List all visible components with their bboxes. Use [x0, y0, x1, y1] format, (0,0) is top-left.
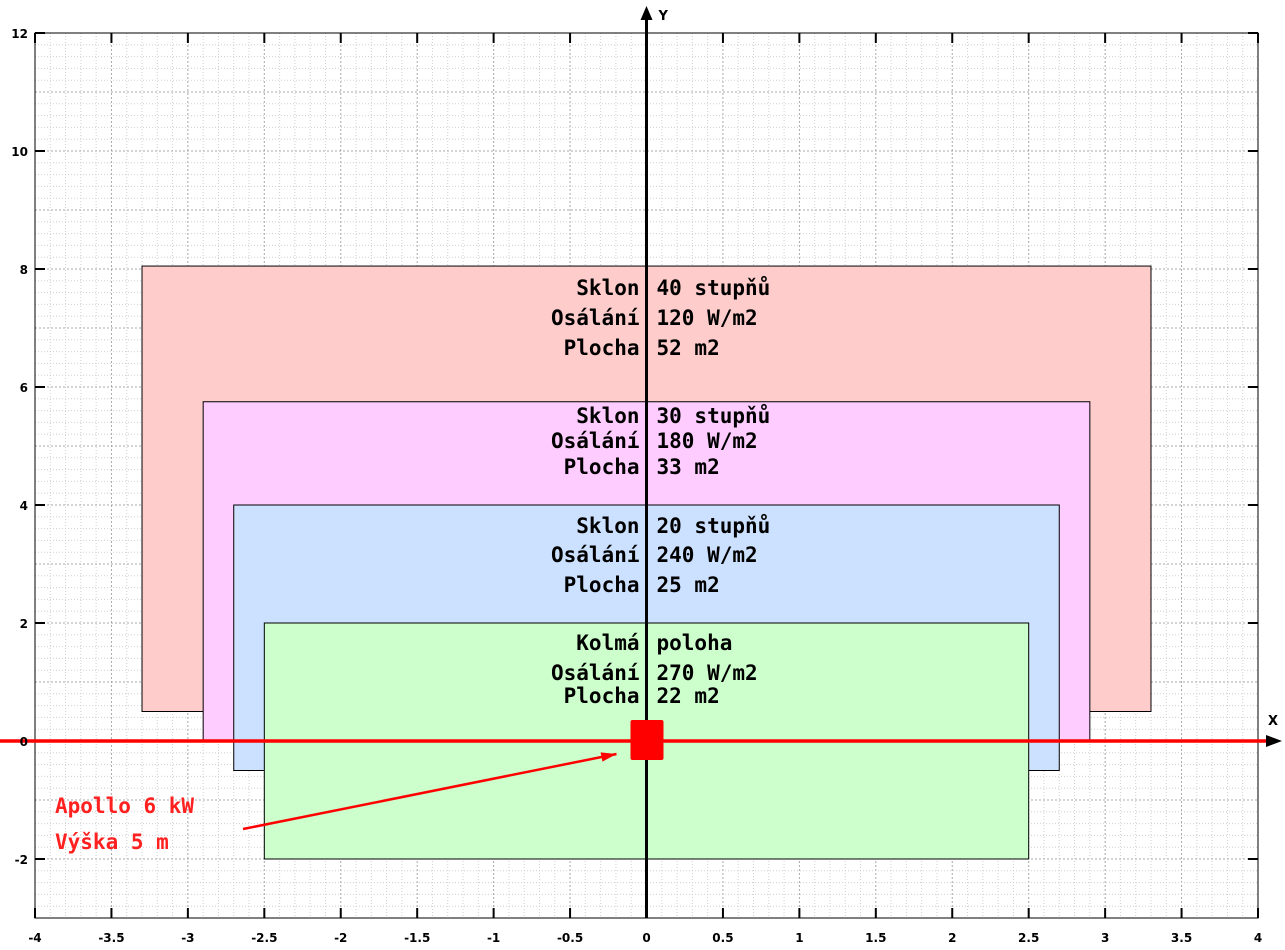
x-tick-label: -2.5 [251, 931, 277, 945]
x-tick-label: -3.5 [98, 931, 124, 945]
region-label-right: 25 m2 [657, 573, 720, 597]
y-tick-label: 12 [11, 27, 28, 41]
heater-label-height: Výška 5 m [55, 830, 169, 854]
region-label-right: 52 m2 [657, 336, 720, 360]
region-label-left: Kolmá [576, 631, 639, 655]
region-label-left: Osálání [551, 661, 640, 685]
x-tick-label: 2.5 [1018, 931, 1039, 945]
heater-marker [630, 720, 664, 760]
x-tick-label: -1.5 [404, 931, 430, 945]
region-label-right: 240 W/m2 [657, 543, 758, 567]
region-label-right: 120 W/m2 [657, 306, 758, 330]
x-tick-label: 1 [795, 931, 803, 945]
region-label-right: 22 m2 [657, 684, 720, 708]
y-tick-label: 0 [20, 735, 28, 749]
y-tick-label: -2 [15, 853, 28, 867]
region-label-left: Plocha [564, 336, 640, 360]
region-label-left: Plocha [564, 684, 640, 708]
region-label-left: Sklon [576, 404, 639, 428]
x-tick-label: 2 [948, 931, 956, 945]
heater: Apollo 6 kW Výška 5 m [55, 720, 664, 854]
y-tick-label: 4 [20, 499, 28, 513]
tick-labels: -4 -3.5 -3 -2.5 -2 -1.5 -1 -0.5 0 0.5 1 1.5 2 2.5 3 3.5… [11, 27, 1262, 945]
x-tick-label: 1.5 [865, 931, 886, 945]
heater-pointer-line [242, 752, 617, 831]
x-tick-label: -2 [334, 931, 347, 945]
region-label-right: 30 stupňů [657, 403, 771, 428]
x-tick-label: -1 [487, 931, 500, 945]
region-labels: Sklon 40 stupňů Osálání 120 W/m2 Plocha 52 m2… [551, 275, 770, 708]
x-tick-label: 0.5 [712, 931, 733, 945]
x-tick-label: 4 [1254, 931, 1262, 945]
heater-label-name: Apollo 6 kW [55, 794, 194, 818]
y-tick-label: 6 [20, 381, 28, 395]
x-tick-label: 0 [642, 931, 650, 945]
x-axis-name: X [1268, 714, 1278, 729]
x-tick-label: -3 [181, 931, 194, 945]
region-label-left: Osálání [551, 306, 640, 330]
y-axis-arrow [640, 6, 653, 20]
region-label-right: 40 stupňů [657, 275, 771, 300]
x-tick-label: -4 [28, 931, 41, 945]
region-label-left: Osálání [551, 543, 640, 567]
x-tick-label: 3 [1101, 931, 1109, 945]
region-label-right: poloha [657, 631, 733, 655]
region-label-right: 20 stupňů [657, 513, 771, 538]
y-tick-label: 10 [11, 145, 28, 159]
x-tick-label: -0.5 [557, 931, 583, 945]
region-label-left: Sklon [576, 276, 639, 300]
region-label-right: 270 W/m2 [657, 661, 758, 685]
y-tick-label: 8 [20, 263, 28, 277]
region-label-left: Osálání [551, 429, 640, 453]
region-label-left: Sklon [576, 514, 639, 538]
region-label-left: Plocha [564, 573, 640, 597]
region-label-right: 180 W/m2 [657, 429, 758, 453]
x-tick-label: 3.5 [1171, 931, 1192, 945]
y-axis-name: Y [658, 9, 669, 24]
region-label-left: Plocha [564, 455, 640, 479]
x-axis-arrow [1266, 735, 1282, 747]
y-tick-label: 2 [20, 617, 28, 631]
heater-pointer-arrowhead [600, 752, 617, 762]
region-label-right: 33 m2 [657, 455, 720, 479]
